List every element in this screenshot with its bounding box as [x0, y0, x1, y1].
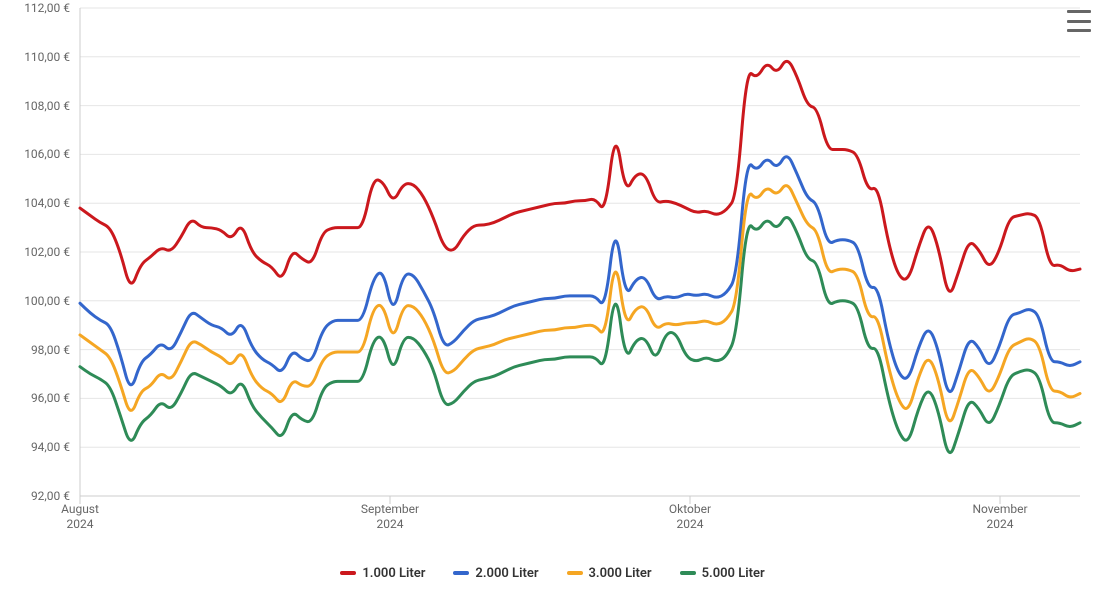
legend-swatch — [567, 571, 583, 575]
y-tick-label: 96,00 € — [0, 391, 70, 405]
x-tick-label: November2024 — [972, 502, 1027, 532]
y-tick-label: 108,00 € — [0, 99, 70, 113]
y-tick-label: 110,00 € — [0, 50, 70, 64]
x-tick-month: November — [972, 502, 1027, 517]
series-line[interactable] — [80, 61, 1080, 291]
x-tick-month: September — [361, 502, 419, 517]
x-tick-year: 2024 — [972, 517, 1027, 532]
legend-label: 1.000 Liter — [362, 566, 425, 581]
y-tick-label: 102,00 € — [0, 245, 70, 259]
y-tick-label: 94,00 € — [0, 440, 70, 454]
y-tick-label: 106,00 € — [0, 147, 70, 161]
legend-label: 3.000 Liter — [589, 566, 652, 581]
series-line[interactable] — [80, 186, 1080, 421]
x-tick-label: September2024 — [361, 502, 419, 532]
plot-area — [80, 8, 1080, 496]
legend-swatch — [340, 571, 356, 575]
y-tick-label: 98,00 € — [0, 343, 70, 357]
y-tick-label: 104,00 € — [0, 196, 70, 210]
y-tick-label: 112,00 € — [0, 1, 70, 15]
legend-label: 2.000 Liter — [475, 566, 538, 581]
legend-swatch — [680, 571, 696, 575]
x-tick-year: 2024 — [61, 517, 99, 532]
chart-legend: 1.000 Liter 2.000 Liter 3.000 Liter 5.000 L… — [0, 560, 1105, 581]
legend-item[interactable]: 1.000 Liter — [340, 566, 425, 581]
x-tick-year: 2024 — [669, 517, 711, 532]
y-tick-label: 100,00 € — [0, 294, 70, 308]
x-tick-label: August2024 — [61, 502, 99, 532]
price-chart: 92,00 € 94,00 € 96,00 € 98,00 € 100,00 € 102,… — [0, 0, 1105, 602]
legend-swatch — [453, 571, 469, 575]
legend-item[interactable]: 3.000 Liter — [567, 566, 652, 581]
x-tick-month: Oktober — [669, 502, 711, 517]
x-tick-month: August — [61, 502, 99, 517]
legend-label: 5.000 Liter — [702, 566, 765, 581]
y-tick-label: 92,00 € — [0, 489, 70, 503]
legend-item[interactable]: 5.000 Liter — [680, 566, 765, 581]
legend-item[interactable]: 2.000 Liter — [453, 566, 538, 581]
x-tick-label: Oktober2024 — [669, 502, 711, 532]
x-tick-year: 2024 — [361, 517, 419, 532]
